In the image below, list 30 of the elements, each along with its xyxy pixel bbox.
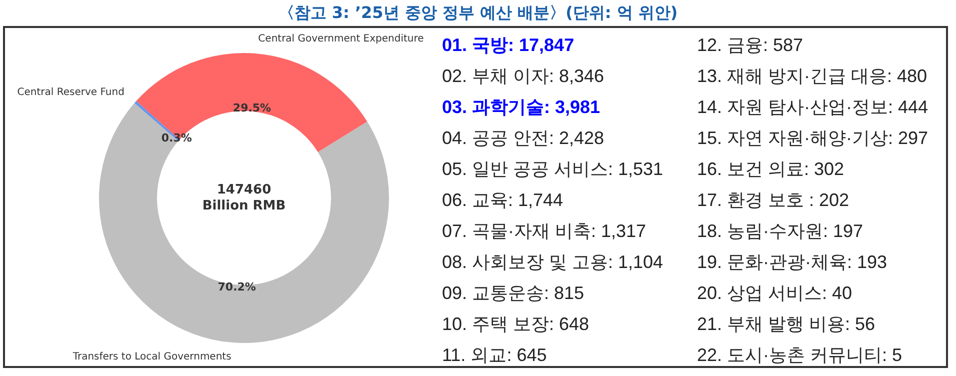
text: 06. 교육: 1,744 xyxy=(442,189,564,212)
text: 147460 xyxy=(216,182,272,198)
text: 21. 부채 발행 비용: 56 xyxy=(696,313,876,336)
text: Billion RMB xyxy=(202,198,286,214)
text: 22. 도시·농촌 커뮤니티: 5 xyxy=(696,344,904,367)
text: 19. 문화·관광·체육: 193 xyxy=(696,251,888,274)
slice-label: Transfers to Local Governments xyxy=(72,352,232,363)
text: 07. 곡물·자재 비축: 1,317 xyxy=(442,220,648,243)
text: 13. 재해 방지·긴급 대응: 480 xyxy=(696,65,928,88)
slice-label: Central Reserve Fund xyxy=(17,86,124,98)
text: 18. 농림·수자원: 197 xyxy=(696,220,864,243)
text: 20. 상업 서비스: 40 xyxy=(696,282,854,305)
text: 09. 교통운송: 815 xyxy=(442,282,586,305)
text: 12. 금융: 587 xyxy=(696,34,804,57)
text: 14. 자원 탐사·산업·정보: 444 xyxy=(696,96,930,119)
text: 16. 보건 의료: 302 xyxy=(696,158,846,181)
data-label: 29.5% xyxy=(232,101,272,114)
slice-label: Central Government Expenditure xyxy=(258,34,424,45)
text: 08. 사회보장 및 고용: 1,104 xyxy=(442,251,664,274)
text: 15. 자연 자원·해양·기상: 297 xyxy=(696,127,930,150)
text: 01. 국방: 17,847 xyxy=(442,34,576,57)
data-label: 70.2% xyxy=(218,280,256,294)
text: 10. 주택 보장: 648 xyxy=(442,313,590,336)
text: 11. 외교: 645 xyxy=(442,344,548,367)
text: 02. 부채 이자: 8,346 xyxy=(442,65,606,88)
text: 〈참고 3: ’25년 중앙 정부 예산 배분〉(단위: 억 위안) xyxy=(277,2,679,24)
text: 05. 일반 공공 서비스: 1,531 xyxy=(442,158,664,181)
text: 04. 공공 안전: 2,428 xyxy=(442,127,606,150)
text: 03. 과학기술: 3,981 xyxy=(442,96,602,119)
text: 17. 환경 보호 : 202 xyxy=(696,189,850,212)
